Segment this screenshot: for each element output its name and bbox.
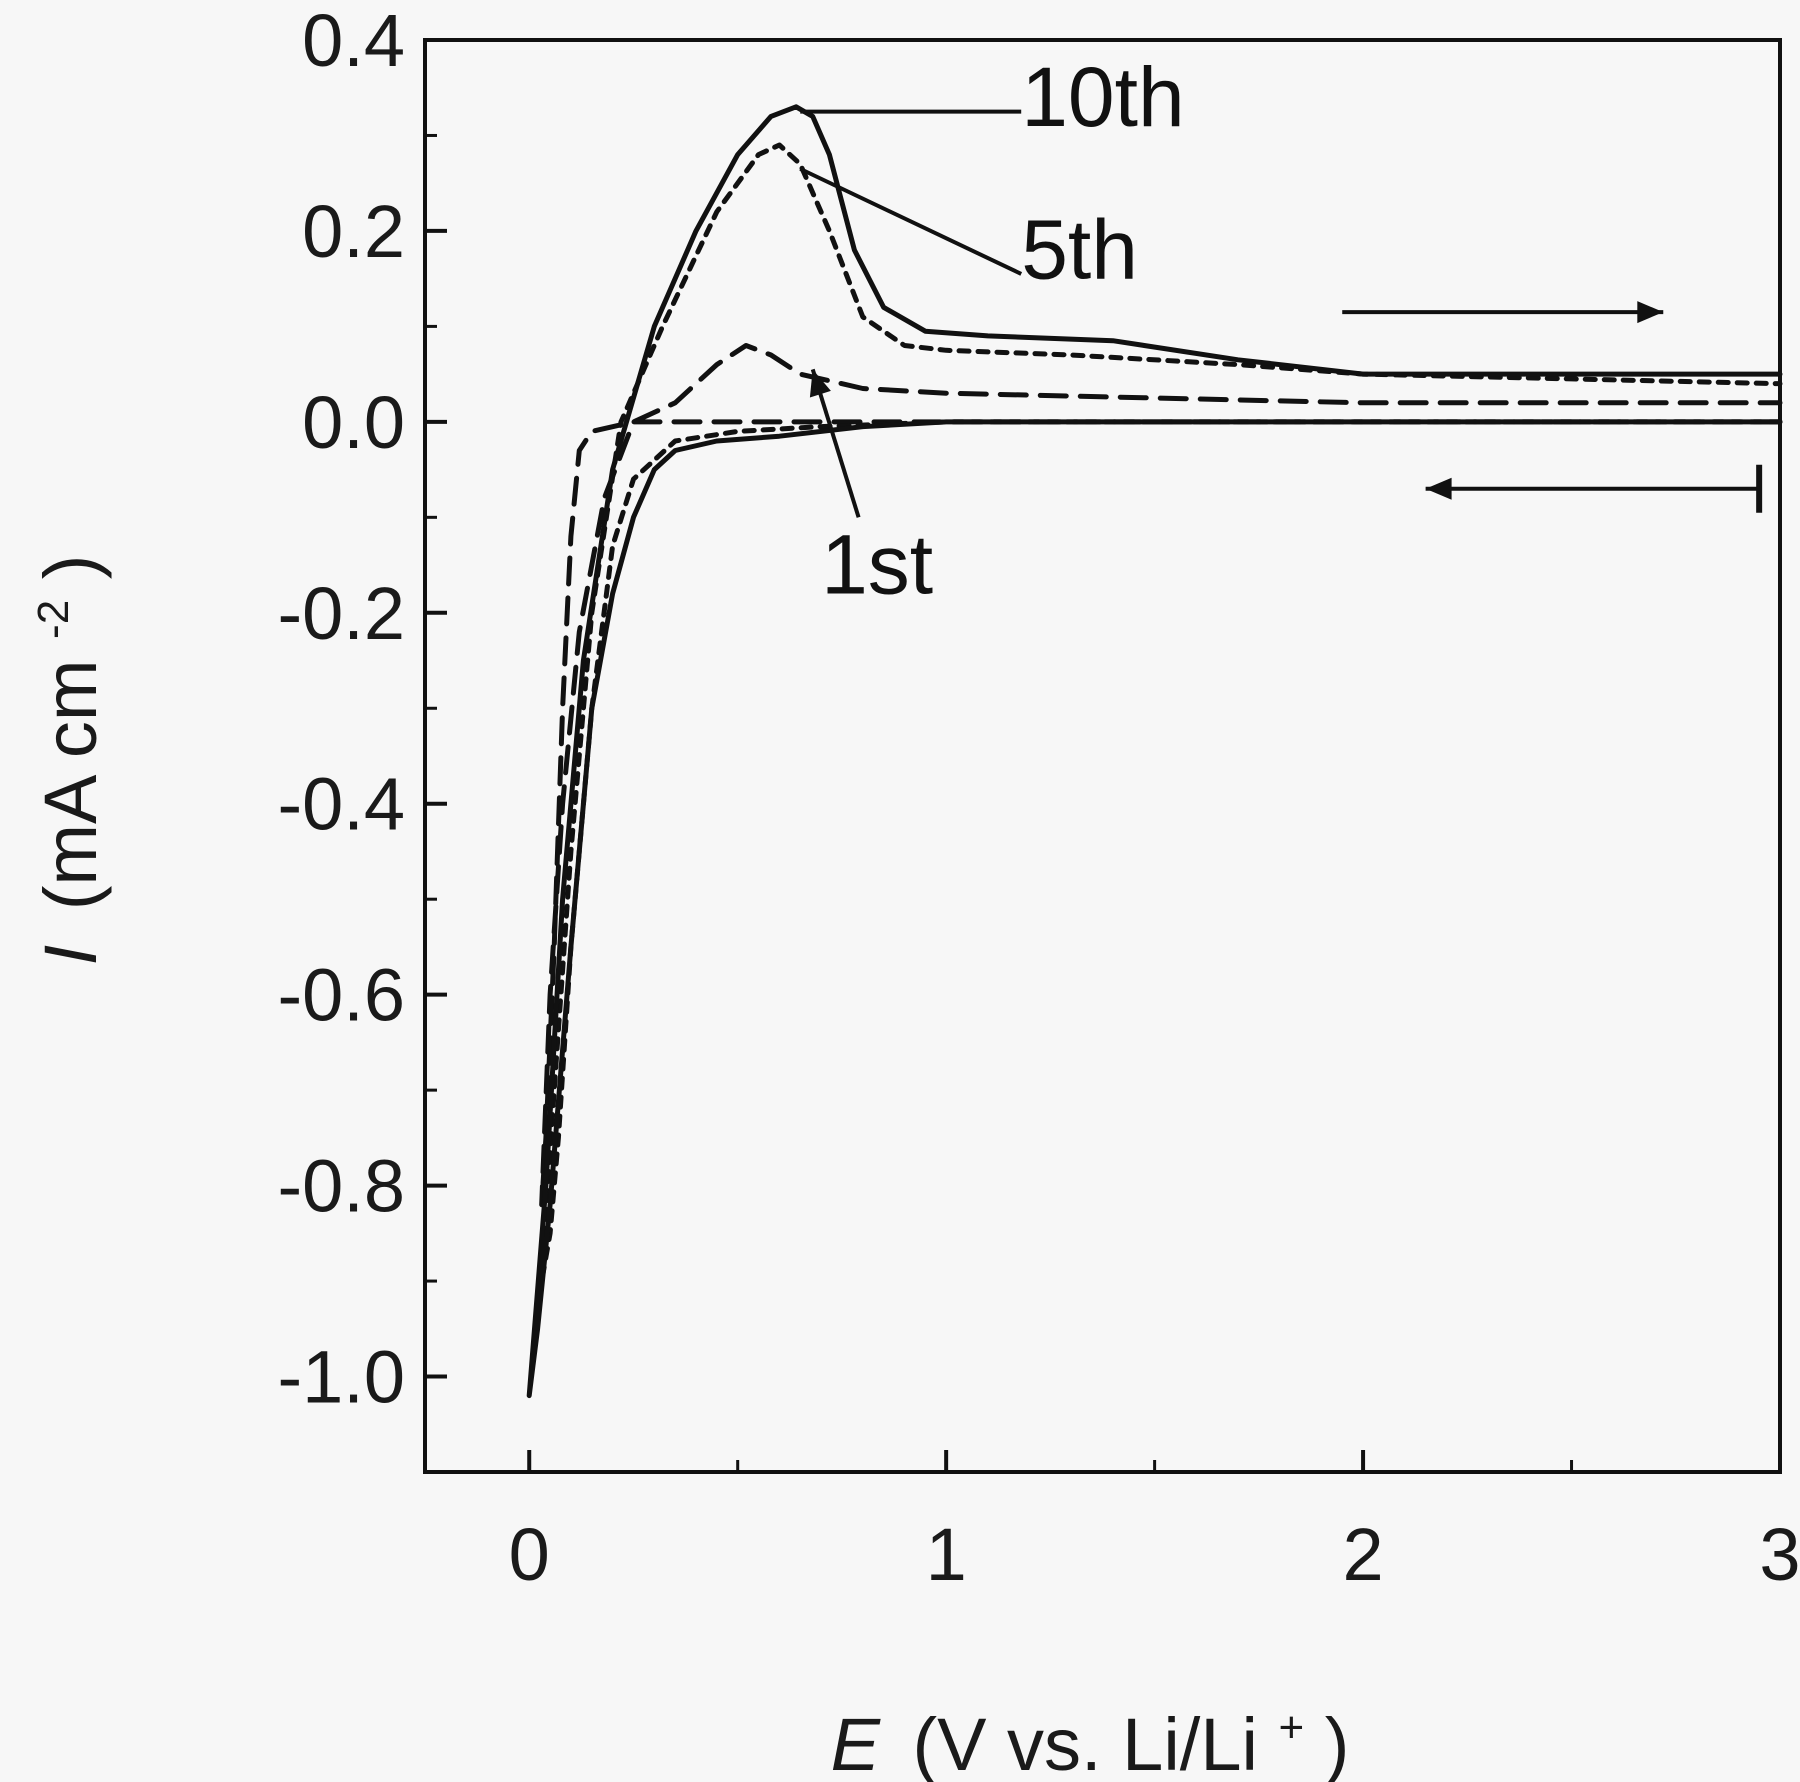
- series-label-10th: 10th: [1021, 50, 1184, 144]
- y-tick-label: -0.6: [277, 954, 405, 1037]
- plot-frame: [423, 38, 1782, 1474]
- scan-arrowhead-right: [1637, 301, 1664, 324]
- plot-border: [423, 38, 1782, 1474]
- series-label-1st: 1st: [821, 518, 933, 612]
- axis-ticks: 0.4 0.2 0.0 -0.2 -0.4 -0.6 -0.8 -1.0 0 1 2 3: [277, 0, 1800, 1596]
- pointer-arrowhead-1st: [809, 369, 831, 398]
- x-axis-label: E (V vs. Li/Li + ): [831, 1675, 1350, 1782]
- series-line-10th: [526, 104, 1783, 1399]
- x-tick-label: 2: [1342, 1513, 1383, 1596]
- leader-line-5th: [799, 167, 1023, 276]
- y-tick-label: 0.0: [302, 381, 405, 464]
- scan-arrowhead-left: [1425, 477, 1452, 500]
- y-tick-label: -0.8: [277, 1145, 405, 1228]
- y-tick-label: -1.0: [277, 1336, 405, 1419]
- x-tick-label: 0: [509, 1513, 550, 1596]
- series-line-5th: [539, 142, 1783, 1284]
- series-line-1st: [539, 343, 1783, 1208]
- x-tick-label: 1: [926, 1513, 967, 1596]
- series-layer: [526, 104, 1783, 1399]
- y-axis-label: I (mA cm -2 ): [1, 555, 112, 966]
- x-tick-label: 3: [1759, 1513, 1800, 1596]
- y-tick-label: 0.2: [302, 190, 405, 273]
- series-label-5th: 5th: [1021, 203, 1138, 297]
- y-tick-label: -0.4: [277, 763, 405, 846]
- y-tick-label: 0.4: [302, 0, 405, 82]
- y-tick-label: -0.2: [277, 572, 405, 655]
- annotation-layer: 10th 5th 1st: [799, 50, 1763, 612]
